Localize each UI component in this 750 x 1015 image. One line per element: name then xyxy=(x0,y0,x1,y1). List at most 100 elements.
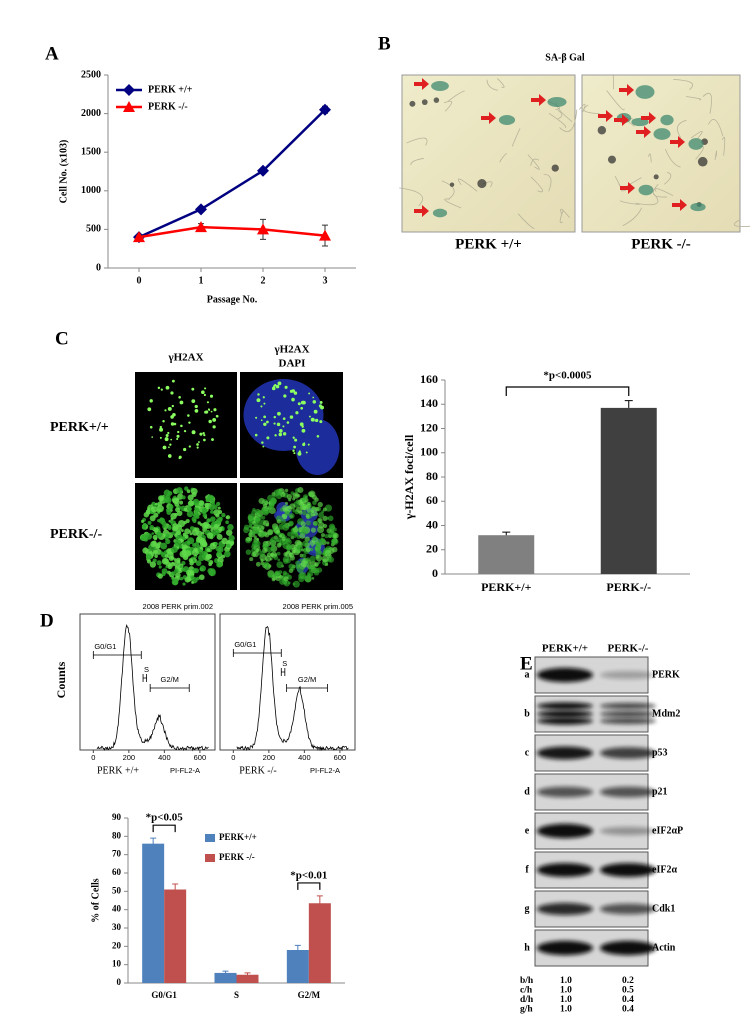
focus xyxy=(284,385,288,389)
x-tick-label: 400 xyxy=(158,753,171,762)
ratio-cell: g/h xyxy=(520,1005,533,1015)
cell-outline xyxy=(527,154,540,170)
bar xyxy=(600,407,657,574)
focus xyxy=(273,415,277,419)
focus xyxy=(252,527,259,535)
focus xyxy=(174,568,179,574)
focus xyxy=(332,532,339,539)
focus xyxy=(263,415,267,419)
band xyxy=(537,717,593,725)
micrograph xyxy=(135,372,237,478)
focus xyxy=(152,540,157,545)
focus xyxy=(204,502,210,508)
focus xyxy=(287,531,293,537)
x-tick-label: 0 xyxy=(137,275,142,286)
band xyxy=(537,667,593,683)
focus xyxy=(181,495,186,500)
arrow xyxy=(614,114,629,126)
stained-cell xyxy=(690,202,706,212)
focus xyxy=(171,531,175,536)
focus xyxy=(179,576,184,581)
focus xyxy=(256,538,260,541)
focus xyxy=(156,505,164,513)
focus xyxy=(157,573,163,579)
focus xyxy=(315,549,322,557)
x-tick-label: 600 xyxy=(194,753,207,762)
focus xyxy=(227,524,234,531)
focus xyxy=(283,580,290,587)
cell-outline xyxy=(685,96,702,101)
focus xyxy=(209,504,215,511)
focus xyxy=(153,512,159,518)
focus xyxy=(199,540,208,548)
focus xyxy=(151,501,156,506)
focus xyxy=(300,521,306,527)
ratio-cell: 0.2 xyxy=(622,976,634,986)
stained-cell xyxy=(688,138,704,150)
panel-label: E xyxy=(520,653,533,674)
focus xyxy=(189,526,195,531)
gate-label: G2/M xyxy=(161,675,179,684)
x-axis-label: Passage No. xyxy=(207,294,258,305)
cell-outline xyxy=(559,109,578,132)
focus xyxy=(192,514,196,517)
focus xyxy=(304,536,310,542)
focus xyxy=(194,541,200,548)
ratio-cell: c/h xyxy=(520,986,533,996)
stained-cell xyxy=(638,184,654,196)
cell-outline xyxy=(443,100,453,112)
arrow xyxy=(636,126,651,138)
focus xyxy=(260,419,263,422)
focus xyxy=(187,414,190,417)
focus xyxy=(313,521,318,526)
focus xyxy=(221,537,228,545)
y-tick-label: 0 xyxy=(96,262,101,273)
focus xyxy=(167,431,170,435)
x-tick-label: S xyxy=(234,990,239,1000)
focus xyxy=(171,578,179,586)
focus xyxy=(151,532,155,535)
focus xyxy=(249,529,253,532)
focus xyxy=(184,534,189,539)
stained-cell xyxy=(432,208,448,218)
bar xyxy=(164,889,187,983)
focus xyxy=(274,553,278,557)
bar xyxy=(478,535,535,574)
focus xyxy=(159,436,162,439)
y-tick-label: 80 xyxy=(426,469,438,483)
focus xyxy=(202,513,208,518)
focus xyxy=(165,565,169,569)
cell-outline xyxy=(648,153,652,163)
cell-outline xyxy=(620,200,640,206)
focus xyxy=(158,495,165,502)
focus xyxy=(315,543,321,549)
x-tick-label: 400 xyxy=(298,753,311,762)
focus xyxy=(178,455,182,459)
row-label: p21 xyxy=(652,786,668,797)
focus xyxy=(208,562,213,567)
focus xyxy=(147,407,152,412)
focus xyxy=(282,555,290,563)
column-header: γH2AX xyxy=(273,344,309,356)
focus xyxy=(269,498,276,505)
focus xyxy=(176,487,183,494)
arrow xyxy=(414,78,429,90)
focus xyxy=(208,419,212,424)
focus xyxy=(167,454,172,458)
gate xyxy=(286,684,328,692)
bar xyxy=(142,843,165,983)
focus xyxy=(267,529,274,536)
focus xyxy=(217,506,221,510)
focus xyxy=(277,490,283,496)
focus xyxy=(171,404,174,408)
focus xyxy=(262,445,265,448)
focus xyxy=(294,438,298,442)
row-label: PERK-/- xyxy=(50,527,102,542)
y-axis-label: γ-H2AX foci/cell xyxy=(402,434,416,520)
dark-spot xyxy=(653,174,659,180)
focus xyxy=(292,449,295,452)
arrow xyxy=(531,94,546,106)
bar xyxy=(236,974,259,983)
focus xyxy=(256,398,261,403)
focus xyxy=(176,559,181,564)
